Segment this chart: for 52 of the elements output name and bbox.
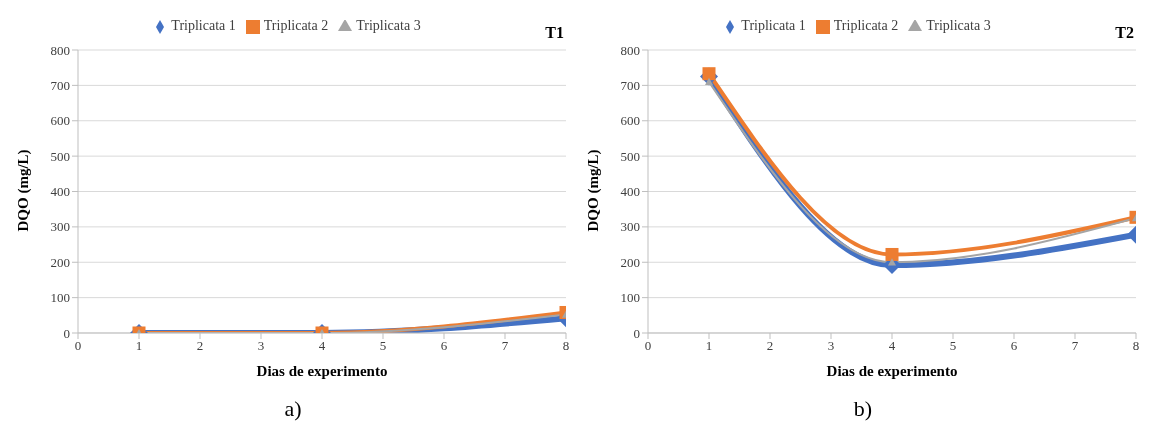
y-tick-label: 600 [620,113,640,129]
point [702,67,716,81]
x-tick-label: 1 [705,338,713,354]
x-axis-title: Dias de experimento [256,363,388,379]
legend-label: Triplicata 1 [171,18,236,33]
x-tick-label: 4 [318,338,326,354]
chart-title: T1 [545,24,564,42]
x-tick-label: 3 [827,338,835,354]
y-tick-label: 300 [620,219,640,235]
y-axis-title: DQO (mg/L) [15,149,33,232]
x-tick-label: 6 [440,338,448,354]
x-tick-label: 5 [949,338,957,354]
x-tick-label: 1 [135,338,143,354]
legend-label: Triplicata 3 [356,18,421,33]
y-axis-title: DQO (mg/L) [585,149,603,232]
legend-label: Triplicata 2 [833,18,899,33]
x-tick-label: 0 [644,338,652,354]
y-tick-label: 400 [50,184,70,200]
chart-title: T2 [1115,24,1134,42]
legend-label: Triplicata 1 [741,18,806,33]
x-tick-label: 4 [888,338,896,354]
x-tick-label: 0 [74,338,82,354]
y-tick-label: 500 [50,148,70,164]
y-tick-label: 200 [50,254,70,270]
x-tick-label: 2 [766,338,774,354]
x-tick-label: 5 [379,338,387,354]
legend-label: Triplicata 2 [263,18,329,33]
y-tick-label: 0 [633,325,640,341]
y-tick-label: 600 [50,113,70,129]
y-tick-label: 0 [63,325,70,341]
y-tick-label: 800 [50,42,70,58]
point [885,247,899,261]
x-tick-label: 2 [196,338,204,354]
y-tick-label: 300 [50,219,70,235]
x-tick-label: 8 [562,338,570,354]
y-tick-label: 400 [620,184,640,200]
y-tick-label: 200 [620,254,640,270]
x-axis-title: Dias de experimento [826,363,958,379]
y-tick-label: 800 [620,42,640,58]
y-tick-label: 500 [620,148,640,164]
text: b) [852,396,874,422]
y-tick-label: 100 [620,290,640,306]
x-tick-label: 7 [501,338,509,354]
legend-label: Triplicata 3 [926,18,991,33]
x-tick-label: 6 [1010,338,1018,354]
y-tick-label: 700 [50,77,70,93]
y-tick-label: 700 [620,77,640,93]
x-tick-label: 8 [1132,338,1140,354]
x-tick-label: 3 [257,338,265,354]
x-tick-label: 7 [1071,338,1079,354]
text: a) [283,396,303,422]
y-tick-label: 100 [50,290,70,306]
